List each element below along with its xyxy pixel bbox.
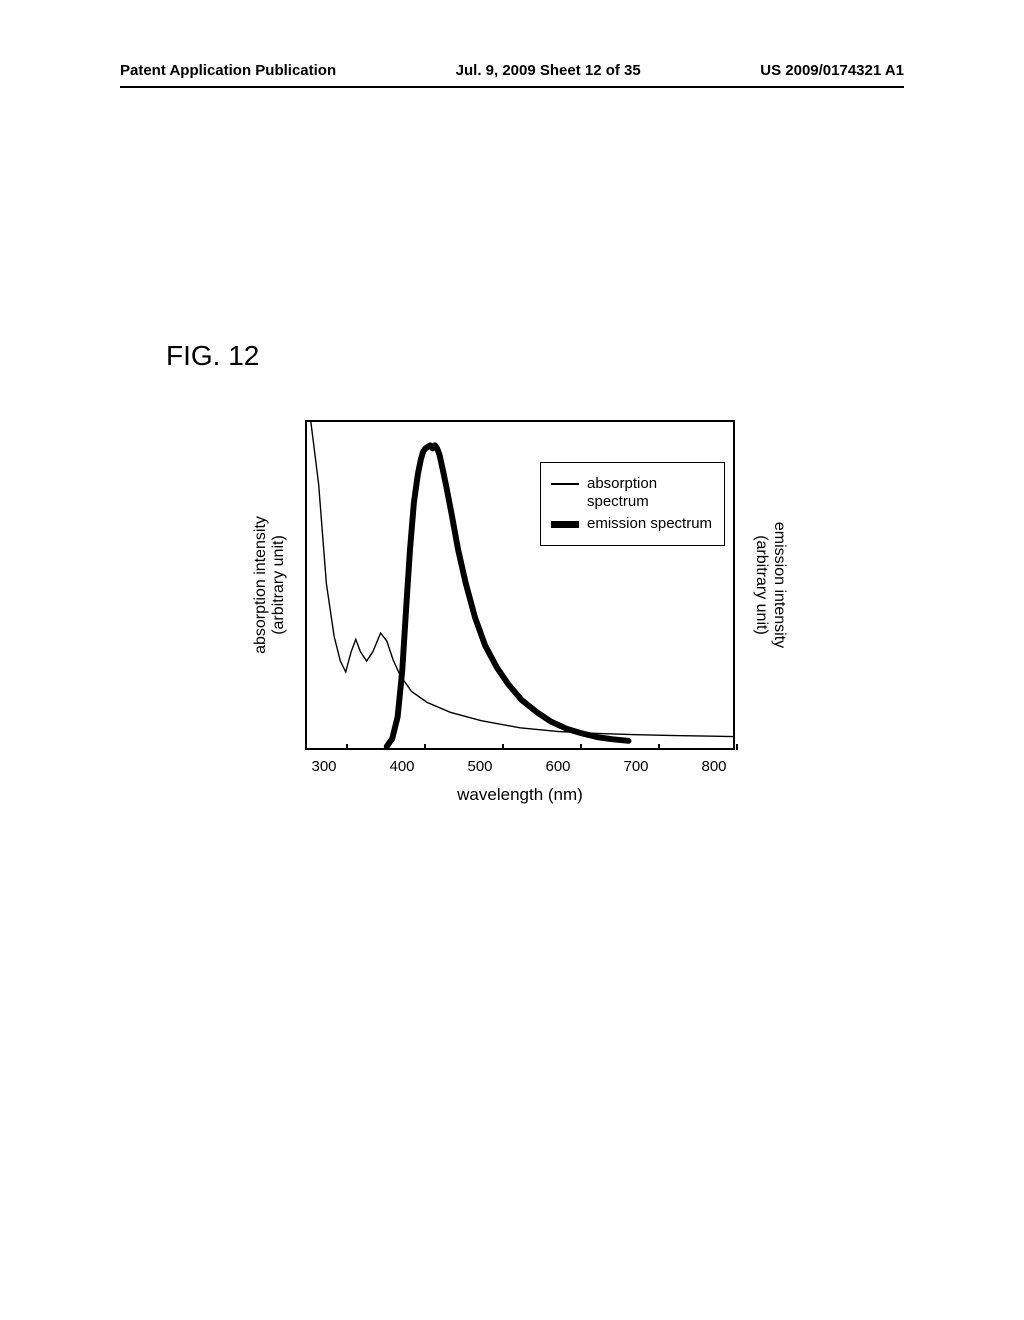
- y-left-label-line2: (arbitrary unit): [270, 535, 287, 635]
- legend-emission-text: emission spectrum: [587, 515, 712, 533]
- x-tick-label: 700: [616, 758, 656, 775]
- x-tick-label: 800: [694, 758, 734, 775]
- y-axis-right-label: emission intensity (arbitrary unit): [740, 420, 800, 750]
- x-tick-mark: [580, 744, 582, 750]
- legend-absorption-text: absorption spectrum: [587, 475, 714, 511]
- legend: absorption spectrum emission spectrum: [540, 462, 725, 546]
- x-tick-mark: [658, 744, 660, 750]
- legend-swatch-thin-icon: [551, 483, 579, 485]
- y-left-label-line1: absorption intensity: [252, 516, 269, 654]
- header-rule: [120, 86, 904, 88]
- x-tick-label: 500: [460, 758, 500, 775]
- header-center: Jul. 9, 2009 Sheet 12 of 35: [456, 62, 641, 79]
- y-axis-left-label: absorption intensity (arbitrary unit): [240, 420, 300, 750]
- x-tick-mark: [424, 744, 426, 750]
- y-right-label-line1: emission intensity: [771, 522, 788, 648]
- header-right: US 2009/0174321 A1: [760, 62, 904, 79]
- figure-label: FIG. 12: [166, 340, 259, 372]
- legend-swatch-thick-icon: [551, 521, 579, 528]
- x-axis-label: wavelength (nm): [305, 785, 735, 805]
- x-tick-mark: [502, 744, 504, 750]
- x-tick-mark: [736, 744, 738, 750]
- x-tick-label: 400: [382, 758, 422, 775]
- header-left: Patent Application Publication: [120, 62, 336, 79]
- chart-area: absorption intensity (arbitrary unit) em…: [230, 420, 810, 830]
- x-tick-mark: [346, 744, 348, 750]
- legend-row-absorption: absorption spectrum: [551, 475, 714, 511]
- y-right-label-line2: (arbitrary unit): [753, 535, 770, 635]
- page-header: Patent Application Publication Jul. 9, 2…: [0, 62, 1024, 79]
- legend-row-emission: emission spectrum: [551, 515, 714, 533]
- x-tick-label: 300: [304, 758, 344, 775]
- x-tick-label: 600: [538, 758, 578, 775]
- plot-box: absorption spectrum emission spectrum: [305, 420, 735, 750]
